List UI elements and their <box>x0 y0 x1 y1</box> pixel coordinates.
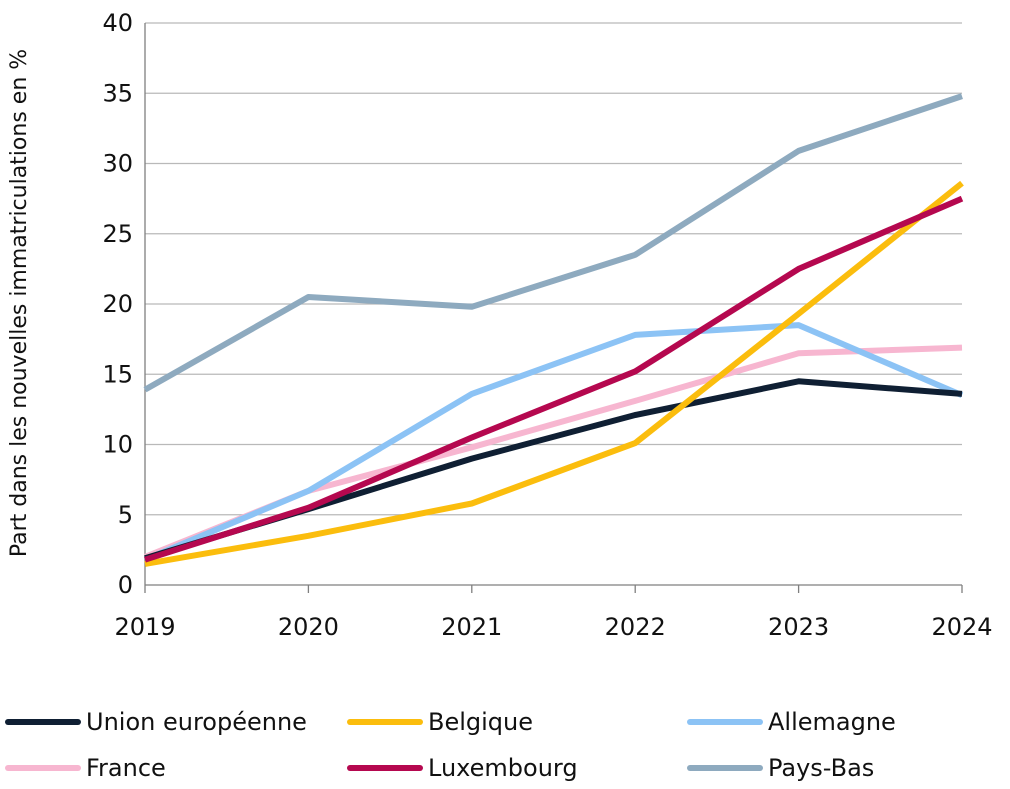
y-tick-label: 25 <box>102 220 133 248</box>
x-tick-label: 2022 <box>605 613 666 641</box>
legend-label: Allemagne <box>768 708 896 736</box>
legend-label: Belgique <box>428 708 533 736</box>
y-tick-labels: 0 5 10 15 20 25 30 35 40 <box>102 9 133 599</box>
x-tick-label: 2021 <box>441 613 502 641</box>
x-tick-label: 2023 <box>768 613 829 641</box>
y-tick-label: 5 <box>118 501 133 529</box>
series-line-pays-bas <box>143 93 963 393</box>
y-tick-label: 10 <box>102 431 133 459</box>
x-tick-label: 2019 <box>114 613 175 641</box>
y-tick-label: 20 <box>102 290 133 318</box>
x-tick-label: 2020 <box>278 613 339 641</box>
axes <box>144 23 963 593</box>
y-tick-label: 40 <box>102 9 133 37</box>
legend-label: Pays-Bas <box>768 754 874 782</box>
series-line-belgique <box>144 180 964 567</box>
y-tick-label: 35 <box>102 79 133 107</box>
y-tick-label: 0 <box>118 571 133 599</box>
legend-label: France <box>86 754 166 782</box>
legend: Union européenne Belgique Allemagne France L… <box>5 708 896 782</box>
series-line-luxembourg <box>144 195 964 563</box>
grid-lines <box>145 22 962 516</box>
legend-label: Luxembourg <box>428 754 578 782</box>
series-line-allemagne <box>143 322 964 563</box>
x-tick-label: 2024 <box>931 613 992 641</box>
legend-label: Union européenne <box>86 708 307 736</box>
x-tick-labels: 2019 2020 2021 2022 2023 2024 <box>114 613 992 641</box>
series-line-france <box>143 344 963 560</box>
y-axis-title: Part dans les nouvelles immatriculations… <box>7 49 32 557</box>
series-lines <box>143 93 964 567</box>
series-line-union-européenne <box>144 378 963 562</box>
y-tick-label: 15 <box>102 360 133 388</box>
y-tick-label: 30 <box>102 150 133 178</box>
